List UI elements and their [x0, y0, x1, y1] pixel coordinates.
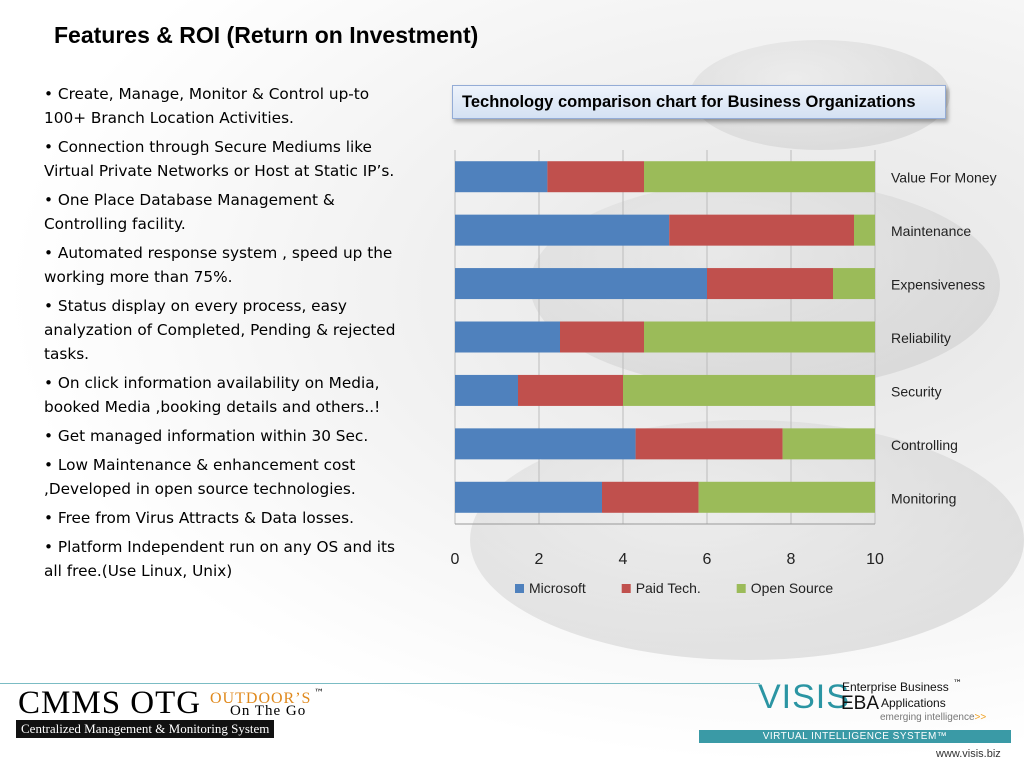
bar-segment: [455, 321, 560, 353]
footer-divider: [0, 683, 760, 684]
trademark-mark: ™: [314, 688, 324, 699]
applications-text: Applications: [881, 696, 946, 710]
tagline-text: emerging intelligence: [880, 712, 975, 723]
chart-title: Technology comparison chart for Business…: [452, 85, 946, 119]
feature-item: • Status display on every process, easy …: [44, 297, 396, 363]
bar-segment: [602, 481, 699, 513]
feature-item: • Platform Independent run on any OS and…: [44, 538, 395, 580]
virtual-intelligence-bar: VIRTUAL INTELLIGENCE SYSTEM™: [699, 730, 1011, 743]
x-tick-label: 0: [451, 551, 460, 568]
feature-item: • Low Maintenance & enhancement cost ,De…: [44, 456, 356, 498]
legend-swatch: [621, 584, 631, 593]
category-label: Controlling: [891, 437, 958, 453]
feature-item: • Free from Virus Attracts & Data losses…: [44, 509, 354, 527]
category-label: Expensiveness: [891, 277, 985, 293]
bar-segment: [644, 161, 875, 193]
bar-segment: [547, 161, 644, 193]
bar-segment: [455, 161, 548, 193]
feature-item: • One Place Database Management & Contro…: [44, 191, 335, 233]
bar-segment: [635, 428, 783, 460]
bar-segment: [669, 214, 854, 246]
bar-segment: [707, 268, 833, 300]
bar-segment: [833, 268, 875, 300]
category-label: Reliability: [891, 330, 951, 346]
category-label: Monitoring: [891, 490, 956, 506]
tagline-arrows: >>: [974, 712, 987, 723]
feature-item: • Create, Manage, Monitor & Control up-t…: [44, 85, 370, 127]
bar-segment: [854, 214, 875, 246]
enterprise-business-text: Enterprise Business: [842, 680, 949, 694]
bar-segment: [455, 481, 602, 513]
feature-item: • Connection through Secure Mediums like…: [44, 138, 395, 180]
cmms-otg-logo: CMMS OTG OUTDOOR’S ™ On The Go Centraliz…: [14, 685, 334, 738]
cmms-subtitle: Centralized Management & Monitoring Syst…: [16, 720, 275, 738]
legend-label: Microsoft: [529, 580, 586, 596]
bar-segment: [644, 321, 875, 353]
feature-item: • Get managed information within 30 Sec.: [44, 427, 369, 445]
eba-logo: EBA: [841, 693, 880, 714]
bar-segment: [782, 428, 875, 460]
bar-segment: [518, 374, 623, 406]
category-label: Value For Money: [891, 170, 997, 186]
x-tick-label: 2: [535, 551, 544, 568]
cmms-logo-text: CMMS OTG: [18, 685, 202, 721]
category-label: Maintenance: [891, 223, 971, 239]
trademark-mark-right: ™: [953, 679, 962, 689]
x-tick-label: 4: [619, 551, 628, 568]
stacked-bar-chart: 0 2 4 6 8 10 Value For Money Maintenance Expensi…: [451, 150, 997, 596]
feature-item: • On click information availability on M…: [44, 374, 381, 416]
bar-segment: [623, 374, 875, 406]
x-tick-label: 8: [787, 551, 796, 568]
outdoors-text: OUTDOOR’S: [210, 690, 312, 707]
feature-item: • Automated response system , speed up t…: [44, 244, 393, 286]
bar-segment: [455, 374, 518, 406]
slide-title: Features & ROI (Return on Investment): [54, 22, 479, 48]
legend-label: Paid Tech.: [636, 580, 701, 596]
bar-segment: [455, 428, 636, 460]
x-tick-label: 6: [703, 551, 712, 568]
on-the-go-text: On The Go: [230, 703, 307, 719]
bar-segment: [455, 214, 670, 246]
feature-list: • Create, Manage, Monitor & Control up-t…: [44, 82, 404, 588]
background-stone-bottom: [470, 420, 1024, 660]
x-tick-label: 10: [866, 551, 884, 568]
legend-swatch: [736, 584, 746, 593]
legend-label: Open Source: [751, 580, 834, 596]
visis-logo: VISIS: [758, 678, 850, 716]
bar-segment: [698, 481, 875, 513]
website-link[interactable]: www.visis.biz: [936, 748, 1001, 760]
bar-segment: [560, 321, 644, 353]
bar-segment: [455, 268, 707, 300]
category-label: Security: [891, 383, 942, 399]
tagline: emerging intelligence>>: [880, 712, 986, 723]
legend-swatch: [515, 584, 524, 593]
